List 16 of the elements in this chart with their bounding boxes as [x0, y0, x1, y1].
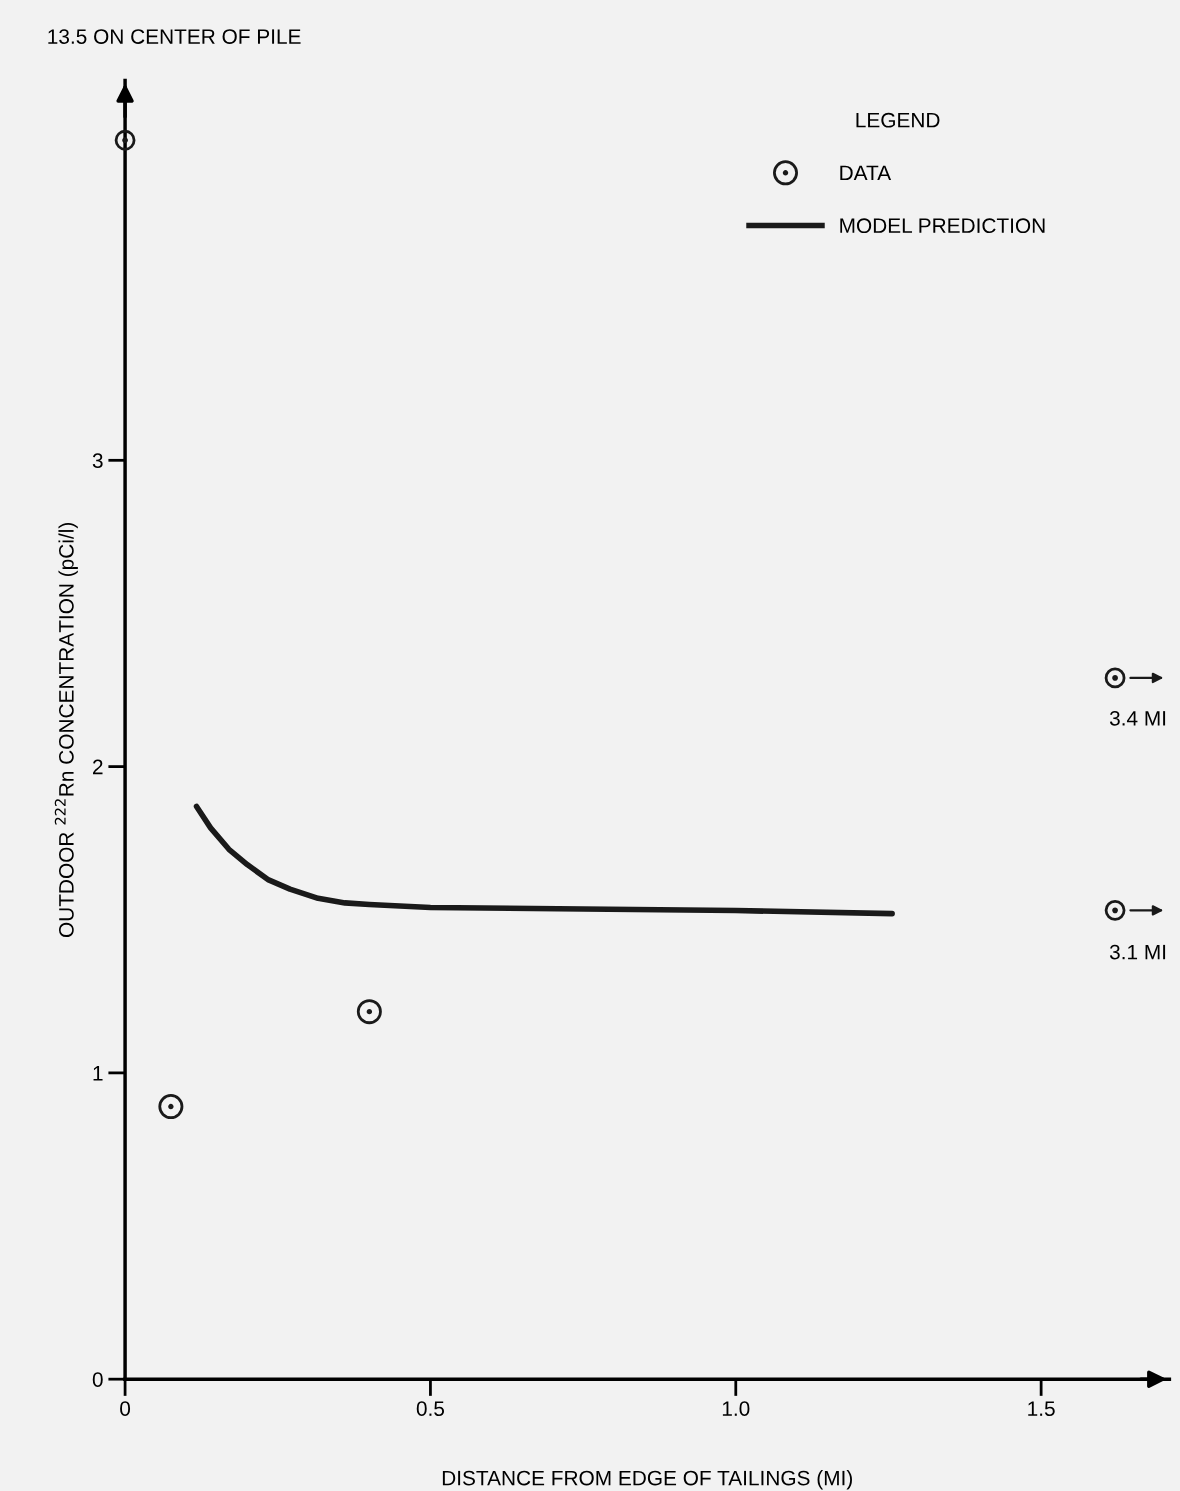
annotation: 3.4 MI [1109, 710, 1166, 726]
y-tick-label: 0 [92, 1372, 103, 1387]
y-axis-title: OUTDOOR $^{222}$Rn CONCENTRATION (pCi/l) [54, 523, 78, 938]
text: 13.5 ON CENTER OF PILE [48, 29, 301, 44]
annotation: 3.1 MI [1109, 944, 1166, 960]
x-tick-label: 0.5 [416, 1401, 445, 1417]
x-tick-label: 0 [120, 1401, 131, 1417]
y-tick-label: 3 [92, 453, 103, 469]
legend-title: LEGEND [856, 112, 940, 128]
legend-label: DATA [840, 165, 892, 181]
x-axis-title: DISTANCE FROM EDGE OF TAILINGS (MI) [442, 1470, 852, 1490]
x-tick-label: 1.0 [722, 1401, 750, 1417]
x-tick-label: 1.5 [1028, 1401, 1055, 1417]
y-tick-label: 1 [93, 1066, 103, 1081]
legend-label: MODEL PREDICTION [840, 218, 1045, 234]
y-tick-label: 2 [93, 759, 103, 775]
